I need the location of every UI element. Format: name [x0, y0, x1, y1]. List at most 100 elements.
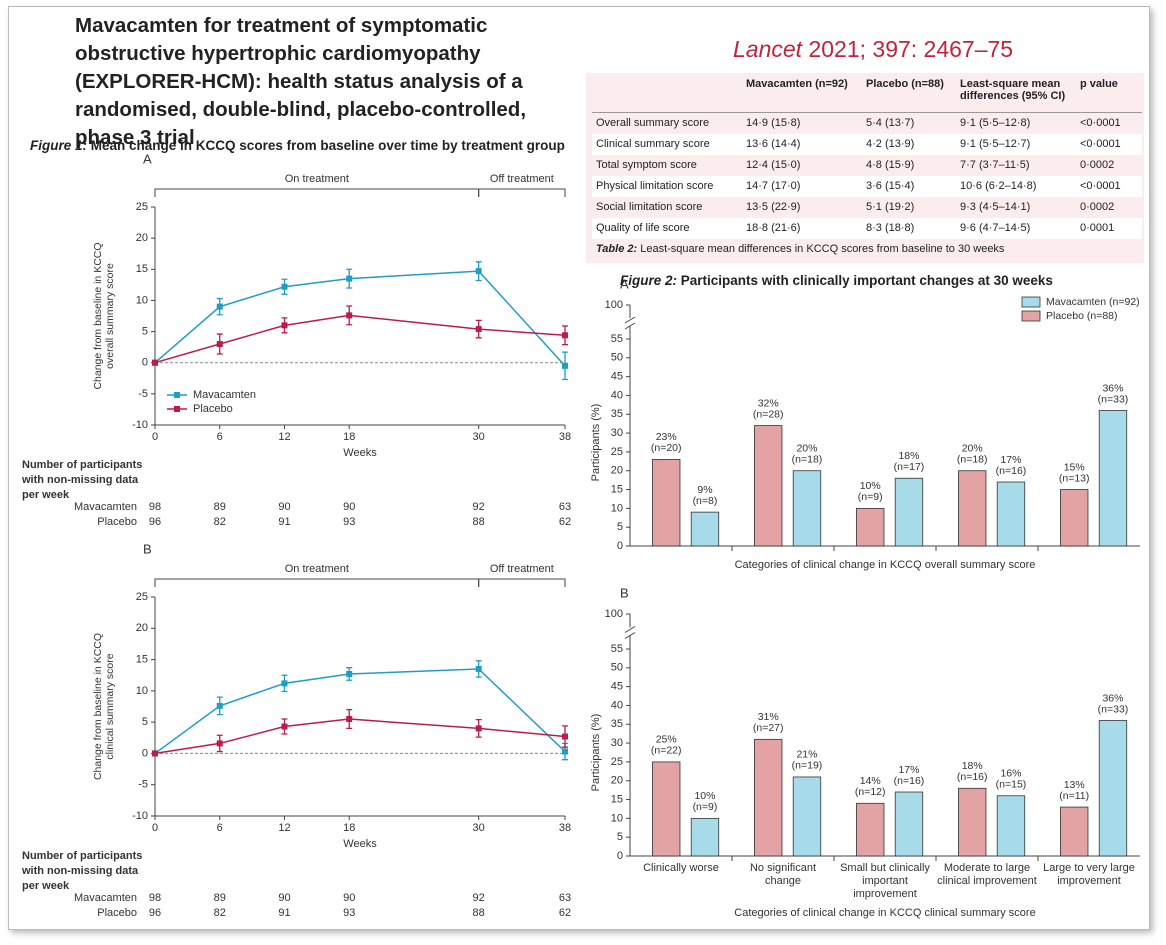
caption-text: Least-square mean differences in KCCQ sc…: [640, 243, 1005, 255]
bar: [958, 787, 987, 857]
n-label: (n=19): [792, 760, 823, 772]
x-tick-label: Large to very large improvement: [1043, 862, 1135, 887]
y-axis-label: Participants (%): [590, 404, 602, 482]
bar: [894, 477, 924, 547]
bar: [792, 776, 822, 857]
y-tick-label: 25: [136, 201, 148, 213]
participants-count: 89: [214, 892, 226, 904]
x-tick-label: Clinically worse: [643, 862, 719, 874]
series-line: [154, 668, 566, 755]
y-tick-label: 10: [611, 502, 623, 514]
value-label: 13%: [1064, 779, 1085, 791]
point: [152, 750, 158, 757]
table-row: Quality of life score 18·8 (21·6) 8·3 (18·…: [592, 217, 1142, 239]
y-axis-label: clinical summary score: [104, 653, 116, 759]
phase-label: Off treatment: [490, 173, 554, 185]
cell: 4·8 (15·9): [866, 159, 915, 171]
bar: [1098, 410, 1128, 547]
panel-label: B: [620, 585, 629, 600]
point: [475, 326, 482, 333]
cell: 18·8 (21·6): [746, 222, 801, 234]
value-label: 36%: [1102, 692, 1123, 704]
x-tick-label: Small but clinically important improvement: [840, 862, 930, 900]
cell: 0·0001: [1080, 222, 1115, 234]
x-tick-label: 12: [278, 431, 290, 443]
participants-title: Number of participants: [22, 850, 142, 862]
bar: [958, 470, 987, 547]
header-cell: p value: [1080, 78, 1118, 90]
participants-count: 88: [473, 516, 485, 528]
y-tick-label: 10: [136, 294, 148, 306]
y-tick-label: 25: [611, 446, 623, 458]
n-label: (n=33): [1098, 393, 1129, 405]
bar: [996, 795, 1026, 857]
y-tick-label: 5: [142, 325, 148, 337]
value-label: 21%: [796, 749, 817, 761]
panel-label: B: [143, 541, 152, 556]
caption-text: Participants with clinically important c…: [680, 273, 1053, 288]
x-tick-label: No significant change: [750, 862, 816, 887]
figure-caption: Figure 1: Mean change in KCCQ scores fro…: [30, 138, 565, 153]
n-label: (n=9): [858, 491, 883, 503]
table-row: Clinical summary score 13·6 (14·4) 4·2 (13…: [592, 133, 1142, 155]
phase-bracket: [478, 578, 566, 587]
value-label: 32%: [758, 397, 779, 409]
value-label: 20%: [962, 443, 983, 455]
x-tick-label: 38: [559, 431, 571, 443]
point: [216, 702, 223, 709]
bar: [690, 511, 720, 547]
y-tick-label: 20: [136, 232, 148, 244]
value-label: 14%: [860, 775, 881, 787]
y-tick-label: 45: [611, 681, 623, 693]
legend-label: Mavacamten (n=92): [1046, 296, 1140, 308]
y-tick-label: 5: [142, 716, 148, 728]
cell: 14·9 (15·8): [746, 117, 801, 129]
legend-swatch: [1021, 310, 1041, 322]
phase-label: Off treatment: [490, 563, 554, 575]
legend-label: Placebo: [193, 403, 233, 415]
point: [281, 322, 288, 329]
bar: [1098, 720, 1128, 857]
caption-label: Figure 1:: [30, 138, 88, 153]
participants-count: 93: [343, 907, 355, 919]
n-label: (n=8): [693, 495, 718, 507]
value-label: 15%: [1064, 461, 1085, 473]
table-panel: Mavacamten (n=92) Placebo (n=88) Least-squ…: [586, 73, 1144, 263]
phase-bracket: [478, 188, 566, 197]
y-tick-label: 50: [611, 662, 623, 674]
y-axis-label: overall summary score: [104, 263, 116, 369]
journal: Lancet: [733, 36, 803, 62]
cell: 12·4 (15·0): [746, 159, 801, 171]
n-label: (n=18): [957, 454, 988, 466]
bar: [792, 470, 822, 547]
value-label: 9%: [697, 484, 712, 496]
caption-label: Table 2:: [596, 243, 638, 255]
value-label: 17%: [898, 764, 919, 776]
header-cell: Placebo (n=88): [866, 78, 944, 90]
participants-row-label: Mavacamten: [74, 501, 137, 513]
participants-count: 92: [473, 501, 485, 513]
table-caption: Table 2: Least-square mean differences i…: [596, 243, 1004, 255]
point: [281, 283, 288, 290]
panel-label: A: [620, 276, 629, 291]
y-tick-label: -10: [132, 810, 148, 822]
participants-title: per week: [22, 880, 70, 892]
value-label: 20%: [796, 443, 817, 455]
cell: 13·6 (14·4): [746, 138, 801, 150]
y-tick-label: 10: [136, 685, 148, 697]
y-tick-label: -5: [138, 388, 148, 400]
bar: [856, 507, 885, 547]
bar: [856, 802, 885, 857]
cell: 0·0002: [1080, 201, 1115, 213]
paper-title: Mavacamten for treatment of symptomatic …: [75, 14, 527, 149]
x-tick-label: 6: [217, 431, 223, 443]
n-label: (n=12): [855, 786, 886, 798]
n-label: (n=16): [957, 771, 988, 783]
y-tick-label: 0: [617, 540, 623, 552]
legend-swatch: [1021, 296, 1041, 308]
x-tick-label: 0: [152, 822, 158, 834]
citation-details: 2021; 397: 2467–75: [808, 36, 1014, 62]
table-header: Mavacamten (n=92) Placebo (n=88) Least-squ…: [592, 75, 1142, 112]
participants-row-label: Placebo: [97, 516, 137, 528]
x-tick-label: 30: [473, 822, 485, 834]
